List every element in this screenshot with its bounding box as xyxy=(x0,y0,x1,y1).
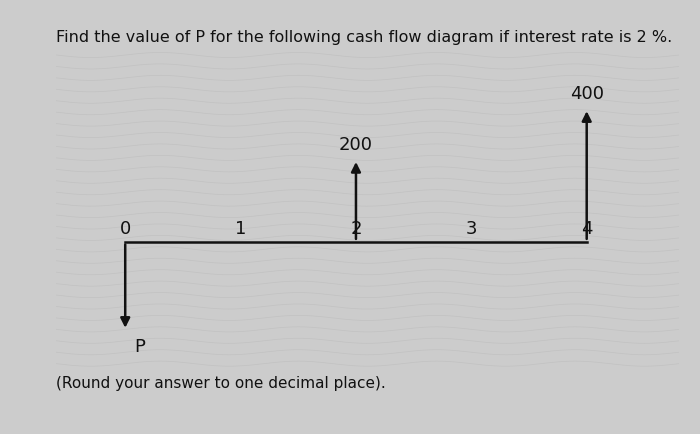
Text: P: P xyxy=(134,337,146,355)
Text: 200: 200 xyxy=(339,135,373,154)
Text: 0: 0 xyxy=(120,220,131,238)
Text: 2: 2 xyxy=(350,220,362,238)
Text: 1: 1 xyxy=(235,220,246,238)
Text: Find the value of P for the following cash flow diagram if interest rate is 2 %.: Find the value of P for the following ca… xyxy=(56,30,672,45)
Text: 3: 3 xyxy=(466,220,477,238)
Text: 400: 400 xyxy=(570,85,603,103)
Text: (Round your answer to one decimal place).: (Round your answer to one decimal place)… xyxy=(56,376,386,391)
Text: 4: 4 xyxy=(581,220,592,238)
